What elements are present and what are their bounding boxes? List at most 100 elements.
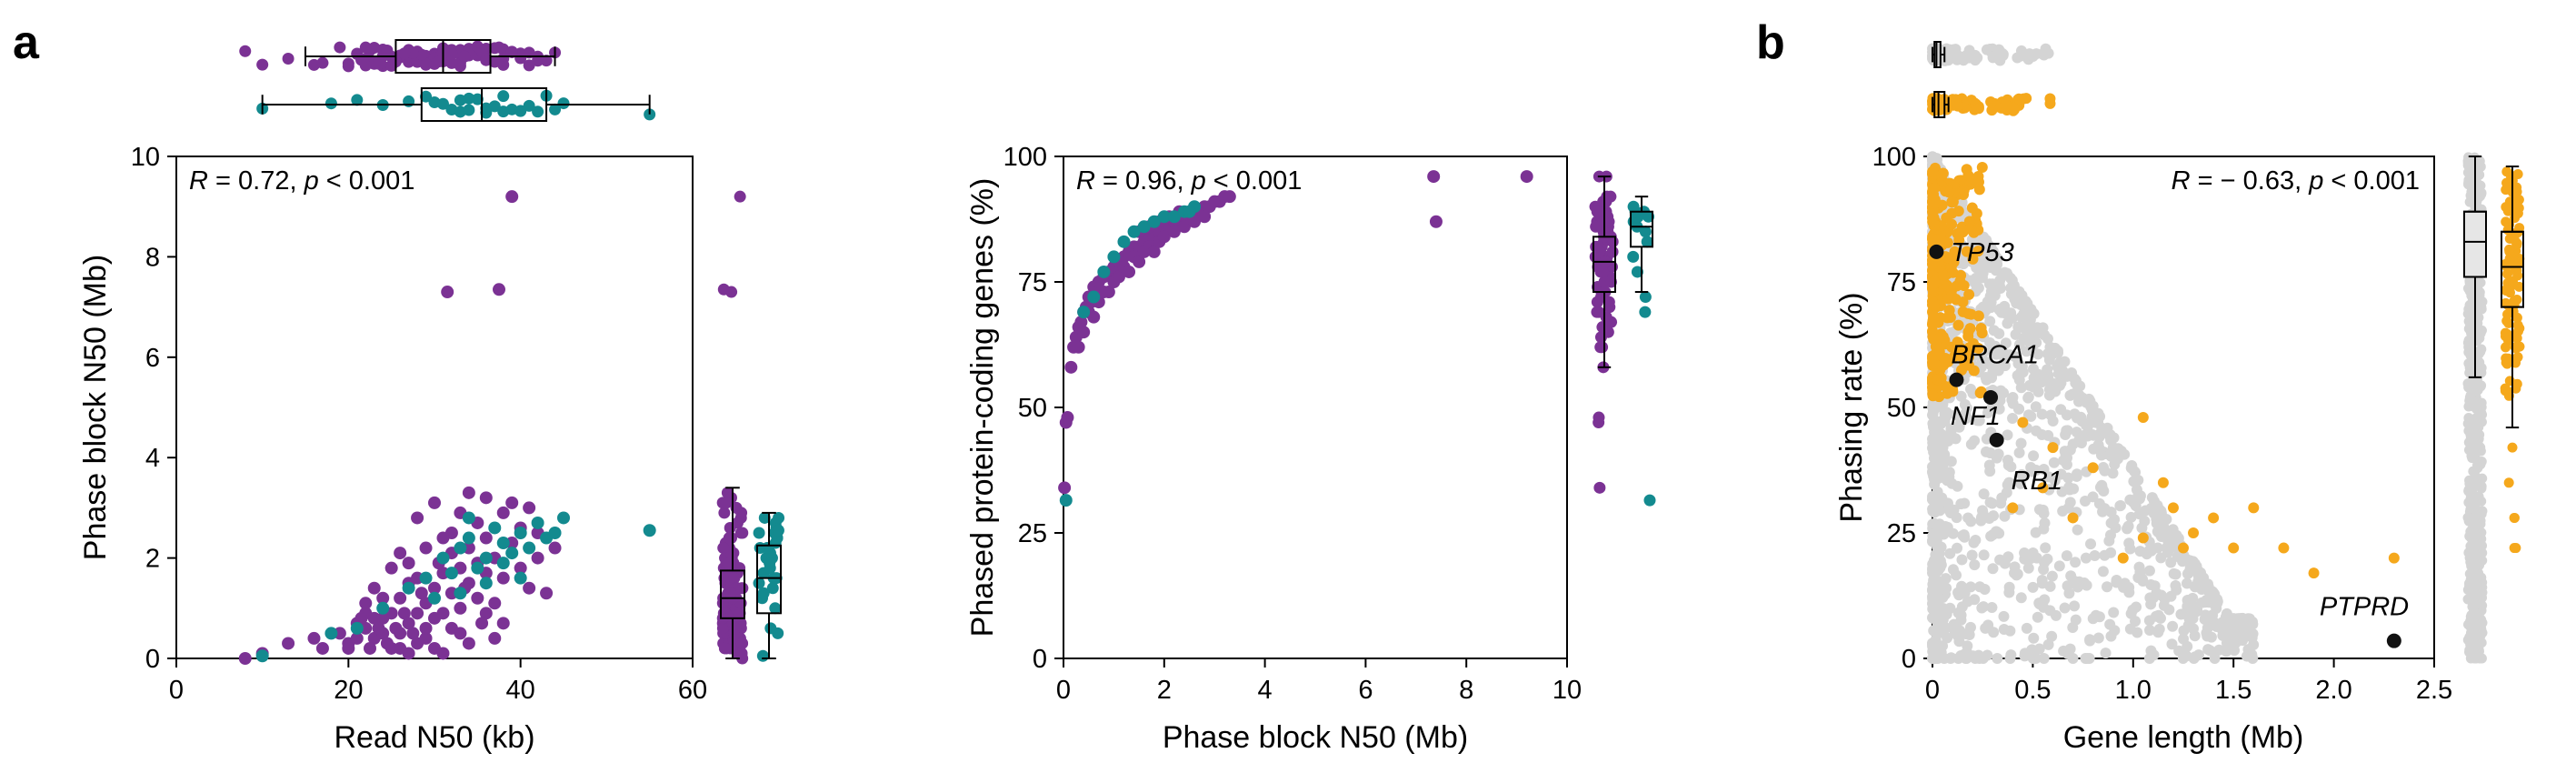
box-iqr bbox=[1933, 41, 1942, 68]
marginal-point-teal bbox=[1641, 236, 1653, 248]
background-gene-point bbox=[1932, 581, 1943, 593]
data-point-purple bbox=[307, 631, 321, 645]
marginal-point-gray bbox=[2476, 581, 2487, 592]
marginal-point-gray bbox=[2471, 416, 2482, 427]
background-gene-point bbox=[2069, 600, 2081, 612]
background-gene-point bbox=[2036, 376, 2048, 388]
cancer-gene-point bbox=[2228, 542, 2240, 554]
cancer-gene-point bbox=[1933, 346, 1945, 357]
marginal-point-gray bbox=[2464, 358, 2475, 369]
background-gene-point bbox=[2132, 627, 2143, 638]
background-gene-point bbox=[2144, 625, 2156, 637]
marginal-point-purple bbox=[523, 59, 535, 72]
data-point-teal bbox=[1087, 290, 1101, 304]
marginal-point-purple bbox=[718, 507, 731, 519]
data-point-purple bbox=[376, 591, 390, 605]
background-gene-point bbox=[2229, 645, 2241, 657]
background-gene-point bbox=[2141, 548, 2152, 560]
data-point-purple bbox=[1123, 265, 1136, 278]
background-gene-point bbox=[2182, 640, 2193, 652]
background-gene-point bbox=[2205, 631, 2217, 643]
background-gene-point bbox=[1956, 554, 1968, 566]
marginal-point-purple bbox=[1603, 296, 1615, 308]
cancer-gene-point bbox=[1927, 216, 1939, 227]
background-gene-point bbox=[2130, 467, 2142, 478]
background-gene-point bbox=[2093, 443, 2105, 455]
data-point-purple bbox=[540, 587, 554, 600]
marginal-point-purple bbox=[532, 55, 544, 67]
y-tick-label: 25 bbox=[1887, 519, 1916, 548]
background-gene-point bbox=[1992, 653, 2003, 664]
marginal-point-teal bbox=[773, 511, 785, 524]
background-gene-point bbox=[2004, 625, 2016, 637]
background-gene-point bbox=[1998, 610, 2010, 622]
marginal-point-orange bbox=[2511, 312, 2522, 323]
background-gene-point bbox=[2030, 653, 2042, 664]
x-tick-label: 0 bbox=[1056, 676, 1071, 705]
background-gene-point bbox=[2009, 350, 2021, 362]
y-tick-label: 8 bbox=[145, 243, 160, 272]
background-gene-point bbox=[2021, 622, 2032, 634]
background-gene-point bbox=[2134, 567, 2146, 578]
background-gene-point bbox=[2247, 627, 2259, 639]
background-gene-point bbox=[2021, 346, 2032, 357]
cancer-gene-point bbox=[2157, 477, 2169, 488]
marginal-point-orange bbox=[1952, 100, 1963, 112]
background-gene-point bbox=[1978, 549, 1990, 561]
background-gene-point bbox=[2030, 401, 2042, 413]
marginal-point-gray bbox=[2475, 653, 2486, 664]
background-gene-point bbox=[2075, 411, 2087, 423]
cancer-gene-point bbox=[1954, 276, 1966, 287]
gene-marker-tp53 bbox=[1929, 244, 1944, 259]
background-gene-point bbox=[2028, 450, 2040, 462]
data-point-teal bbox=[479, 577, 493, 590]
data-point-purple bbox=[1157, 230, 1171, 244]
r-value: = 0.72, bbox=[208, 166, 305, 196]
marginal-point-gray bbox=[1949, 52, 1961, 64]
data-point-teal bbox=[1077, 306, 1091, 319]
background-gene-point bbox=[1976, 602, 1988, 614]
background-gene-point bbox=[1988, 627, 2000, 638]
x-tick-label: 40 bbox=[506, 676, 535, 705]
cancer-gene-point bbox=[1975, 322, 1987, 334]
marginal-point-teal bbox=[772, 524, 784, 537]
data-point-purple bbox=[414, 587, 428, 600]
background-gene-point bbox=[2027, 547, 2039, 558]
background-gene-point bbox=[1972, 283, 1983, 295]
marginal-point-teal bbox=[1631, 266, 1643, 278]
background-gene-point bbox=[1975, 515, 1987, 527]
cancer-gene-point bbox=[2017, 417, 2029, 428]
marginal-point-gray bbox=[2464, 317, 2475, 328]
marginal-point-purple bbox=[1600, 311, 1612, 324]
marginal-point-orange bbox=[1972, 103, 1984, 115]
background-gene-point bbox=[2125, 511, 2137, 523]
marginal-point-orange bbox=[2500, 383, 2511, 394]
marginal-point-purple bbox=[398, 47, 411, 60]
background-gene-point bbox=[1978, 488, 1990, 500]
background-gene-point bbox=[1959, 398, 1971, 410]
box-iqr bbox=[2463, 210, 2487, 278]
data-point-purple bbox=[1223, 190, 1236, 204]
marginal-point-teal bbox=[324, 97, 337, 110]
background-gene-point bbox=[2163, 527, 2175, 539]
data-point-purple bbox=[406, 627, 420, 640]
cancer-gene-point bbox=[1972, 246, 1984, 257]
marginal-point-orange bbox=[2044, 93, 2056, 105]
background-gene-point bbox=[1941, 622, 1952, 634]
background-gene-point bbox=[1977, 354, 1989, 366]
background-gene-point bbox=[1961, 647, 1972, 658]
background-gene-point bbox=[2037, 504, 2049, 516]
marginal-point-gray bbox=[1960, 50, 1972, 62]
y-tick-label: 2 bbox=[145, 545, 160, 574]
y-axis-label: Phasing rate (%) bbox=[1834, 292, 1869, 522]
cancer-gene-point bbox=[1942, 252, 1953, 264]
marginal-point-teal bbox=[766, 582, 779, 595]
marginal-point-purple bbox=[717, 542, 730, 555]
x-tick-label: 2 bbox=[1157, 676, 1172, 705]
background-gene-point bbox=[2083, 653, 2095, 664]
background-gene-point bbox=[2168, 567, 2180, 579]
marginal-point-teal bbox=[351, 94, 364, 106]
data-point-purple bbox=[1147, 245, 1161, 258]
background-gene-point bbox=[2221, 630, 2232, 642]
data-point-purple bbox=[394, 591, 407, 605]
